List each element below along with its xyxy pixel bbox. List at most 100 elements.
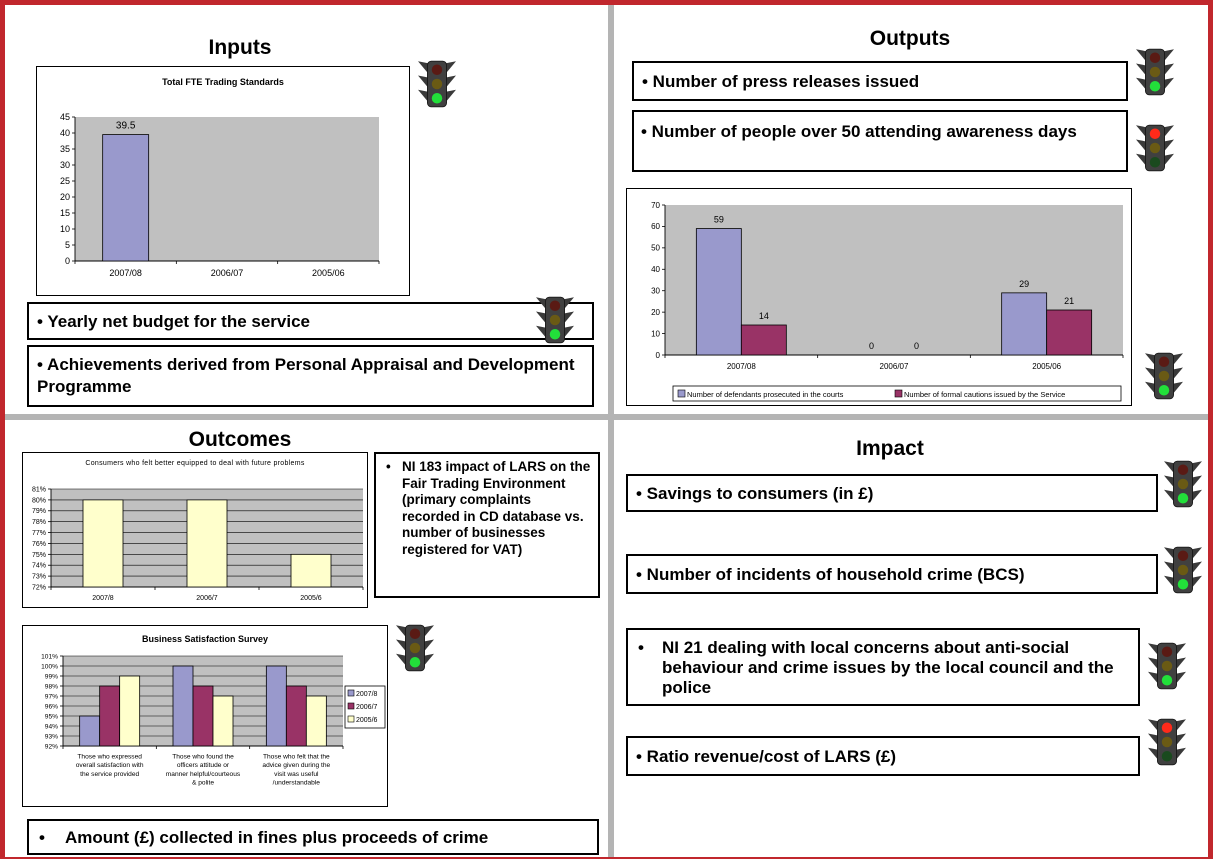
y-tick-label: 45 xyxy=(60,112,70,122)
x-tick-label: /understandable xyxy=(273,779,321,786)
outcomes-title: Outcomes xyxy=(188,428,292,451)
y-tick-label: 60 xyxy=(651,222,660,231)
legend-label: 2006/7 xyxy=(356,704,378,711)
y-tick-label: 98% xyxy=(45,683,58,690)
y-tick-label: 0 xyxy=(65,256,70,266)
quadrant-divider-vertical xyxy=(608,5,614,857)
y-tick-label: 0 xyxy=(656,351,661,360)
y-tick-label: 81% xyxy=(32,486,46,493)
x-tick-label: manner helpful/courteous xyxy=(166,771,241,778)
x-tick-label: Those who felt that the xyxy=(263,754,330,761)
inputs-achievements-text: • Achievements derived from Personal App… xyxy=(37,355,575,396)
data-label: 59 xyxy=(714,215,724,225)
y-tick-label: 15 xyxy=(60,208,70,218)
traffic-light-icon xyxy=(396,624,434,672)
inputs-achievements-box: • Achievements derived from Personal App… xyxy=(27,345,594,407)
legend-swatch xyxy=(347,702,355,710)
business-chart: 92% 93% 94% 95% 96% 97% 98% 99% 100% 101% Those wh… xyxy=(22,625,388,807)
legend-swatch xyxy=(894,389,903,398)
legend-label: 2005/6 xyxy=(356,717,378,724)
y-tick-label: 78% xyxy=(32,519,46,526)
y-tick-label: 10 xyxy=(651,329,660,338)
quadrant-divider-horizontal xyxy=(5,414,1208,420)
y-tick-label: 25 xyxy=(60,176,70,186)
y-tick-label: 79% xyxy=(32,508,46,515)
data-label: 29 xyxy=(1019,279,1029,289)
consumers-chart-title: Consumers who felt better equipped to de… xyxy=(85,460,305,467)
outcomes-ni183-text: NI 183 impact of LARS on the Fair Tradin… xyxy=(402,459,591,557)
outputs-awareness-box: • Number of people over 50 attending awa… xyxy=(632,110,1128,172)
impact-ni21-text: NI 21 dealing with local concerns about … xyxy=(662,638,1114,697)
bar xyxy=(172,665,194,747)
bar xyxy=(285,685,307,747)
x-tick-label: the service provided xyxy=(80,771,139,778)
impact-household-text: • Number of incidents of household crime… xyxy=(636,565,1025,584)
inputs-budget-box: • Yearly net budget for the service xyxy=(27,302,594,340)
legend-swatch xyxy=(347,689,355,697)
outcomes-ni183-box: • NI 183 impact of LARS on the Fair Trad… xyxy=(374,452,600,598)
bullet: • xyxy=(386,459,391,474)
legend-label: Number of formal cautions issued by the … xyxy=(904,390,1065,399)
y-tick-label: 20 xyxy=(651,308,660,317)
traffic-light-icon xyxy=(1136,124,1174,172)
y-tick-label: 70 xyxy=(651,201,660,210)
y-tick-label: 72% xyxy=(32,584,46,591)
outputs-title: Outputs xyxy=(869,27,951,50)
y-tick-label: 40 xyxy=(60,128,70,138)
bar xyxy=(212,695,234,747)
legend-label: Number of defendants prosecuted in the c… xyxy=(687,390,844,399)
fte-chart-svg: 0 5 10 15 20 25 30 35 40 45 39.5 2007/08 2006/07 2005… xyxy=(60,112,380,278)
y-tick-label: 75% xyxy=(32,552,46,559)
y-tick-label: 97% xyxy=(45,693,58,700)
traffic-light-icon xyxy=(1145,352,1183,400)
bar xyxy=(99,685,121,747)
prosecutions-chart: 0 10 20 30 40 50 60 70 59 0 29 14 0 21 2007/08 2006/07 2… xyxy=(626,188,1132,406)
y-tick-label: 77% xyxy=(32,530,46,537)
bar xyxy=(695,228,742,356)
impact-ratio-box: • Ratio revenue/cost of LARS (£) xyxy=(626,736,1140,776)
y-tick-label: 99% xyxy=(45,673,58,680)
traffic-light-icon xyxy=(418,60,456,108)
x-tick-label: 2006/7 xyxy=(196,595,218,602)
y-tick-label: 30 xyxy=(651,287,660,296)
impact-ni21-box: • NI 21 dealing with local concerns abou… xyxy=(626,628,1140,706)
data-label: 21 xyxy=(1064,296,1074,306)
y-tick-label: 76% xyxy=(32,541,46,548)
impact-title: Impact xyxy=(856,437,924,460)
bar xyxy=(1046,309,1093,356)
y-tick-label: 20 xyxy=(60,192,70,202)
y-tick-label: 80% xyxy=(32,497,46,504)
outputs-press-text: • Number of press releases issued xyxy=(642,72,920,91)
y-tick-label: 40 xyxy=(651,265,660,274)
inputs-budget-text: • Yearly net budget for the service xyxy=(37,312,311,331)
y-tick-label: 30 xyxy=(60,160,70,170)
y-tick-label: 94% xyxy=(45,723,58,730)
traffic-light-icon xyxy=(1164,460,1202,508)
y-tick-label: 100% xyxy=(41,663,58,670)
x-tick-label: 2007/08 xyxy=(109,268,142,278)
legend-swatch xyxy=(347,715,355,723)
bar xyxy=(186,499,228,588)
y-tick-label: 50 xyxy=(651,244,660,253)
y-tick-label: 35 xyxy=(60,144,70,154)
x-tick-label: advice given during the xyxy=(262,762,330,769)
impact-ratio-text: • Ratio revenue/cost of LARS (£) xyxy=(636,747,897,766)
y-tick-label: 74% xyxy=(32,563,46,570)
bar xyxy=(192,685,214,747)
data-label: 14 xyxy=(759,311,769,321)
inputs-title: Inputs xyxy=(208,36,272,59)
bar xyxy=(79,715,101,747)
impact-savings-text: • Savings to consumers (in £) xyxy=(636,484,874,503)
y-tick-label: 5 xyxy=(65,240,70,250)
legend-swatch xyxy=(677,389,686,398)
data-label: 0 xyxy=(914,341,919,351)
x-tick-label: 2006/07 xyxy=(880,362,909,371)
x-tick-label: 2007/8 xyxy=(92,595,114,602)
x-tick-label: 2005/6 xyxy=(300,595,322,602)
data-label: 39.5 xyxy=(116,121,136,132)
x-tick-label: 2005/06 xyxy=(1032,362,1061,371)
x-tick-label: & polite xyxy=(192,779,214,786)
bullet: • xyxy=(39,828,45,847)
bullet: • xyxy=(638,638,644,657)
